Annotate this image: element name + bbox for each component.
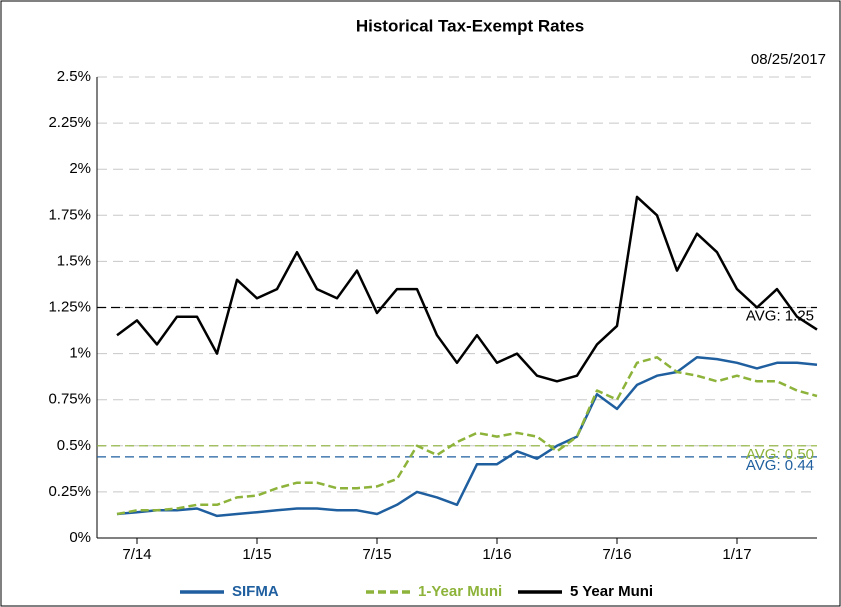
x-tick-label: 1/16 <box>482 546 511 563</box>
chart-title: Historical Tax-Exempt Rates <box>356 16 584 35</box>
series-line <box>116 356 818 518</box>
y-tick-label: 1.25% <box>48 298 91 315</box>
reference-label: AVG: 0.50 <box>746 446 814 463</box>
date-note: 08/25/2017 <box>751 51 826 68</box>
y-tick-label: 0.25% <box>48 483 91 500</box>
y-tick-label: 1.75% <box>48 206 91 223</box>
y-tick-label: 0.75% <box>48 391 91 408</box>
y-tick-label: 0.5% <box>57 437 91 454</box>
series-line <box>116 356 818 516</box>
reference-label: AVG: 0.44 <box>746 457 814 474</box>
y-tick-label: 2.5% <box>57 68 91 85</box>
series-line <box>116 195 818 383</box>
y-tick-label: 2% <box>69 160 91 177</box>
legend-label: 1-Year Muni <box>418 583 502 600</box>
x-tick-label: 7/15 <box>362 546 391 563</box>
y-tick-label: 1% <box>69 345 91 362</box>
x-tick-label: 7/16 <box>602 546 631 563</box>
x-tick-label: 1/17 <box>722 546 751 563</box>
legend-label: SIFMA <box>232 583 279 600</box>
legend-label: 5 Year Muni <box>570 583 653 600</box>
y-tick-label: 0% <box>69 529 91 546</box>
reference-label: AVG: 1.25 <box>746 307 814 324</box>
y-tick-label: 2.25% <box>48 114 91 131</box>
x-tick-label: 7/14 <box>122 546 151 563</box>
y-tick-label: 1.5% <box>57 252 91 269</box>
x-tick-label: 1/15 <box>242 546 271 563</box>
